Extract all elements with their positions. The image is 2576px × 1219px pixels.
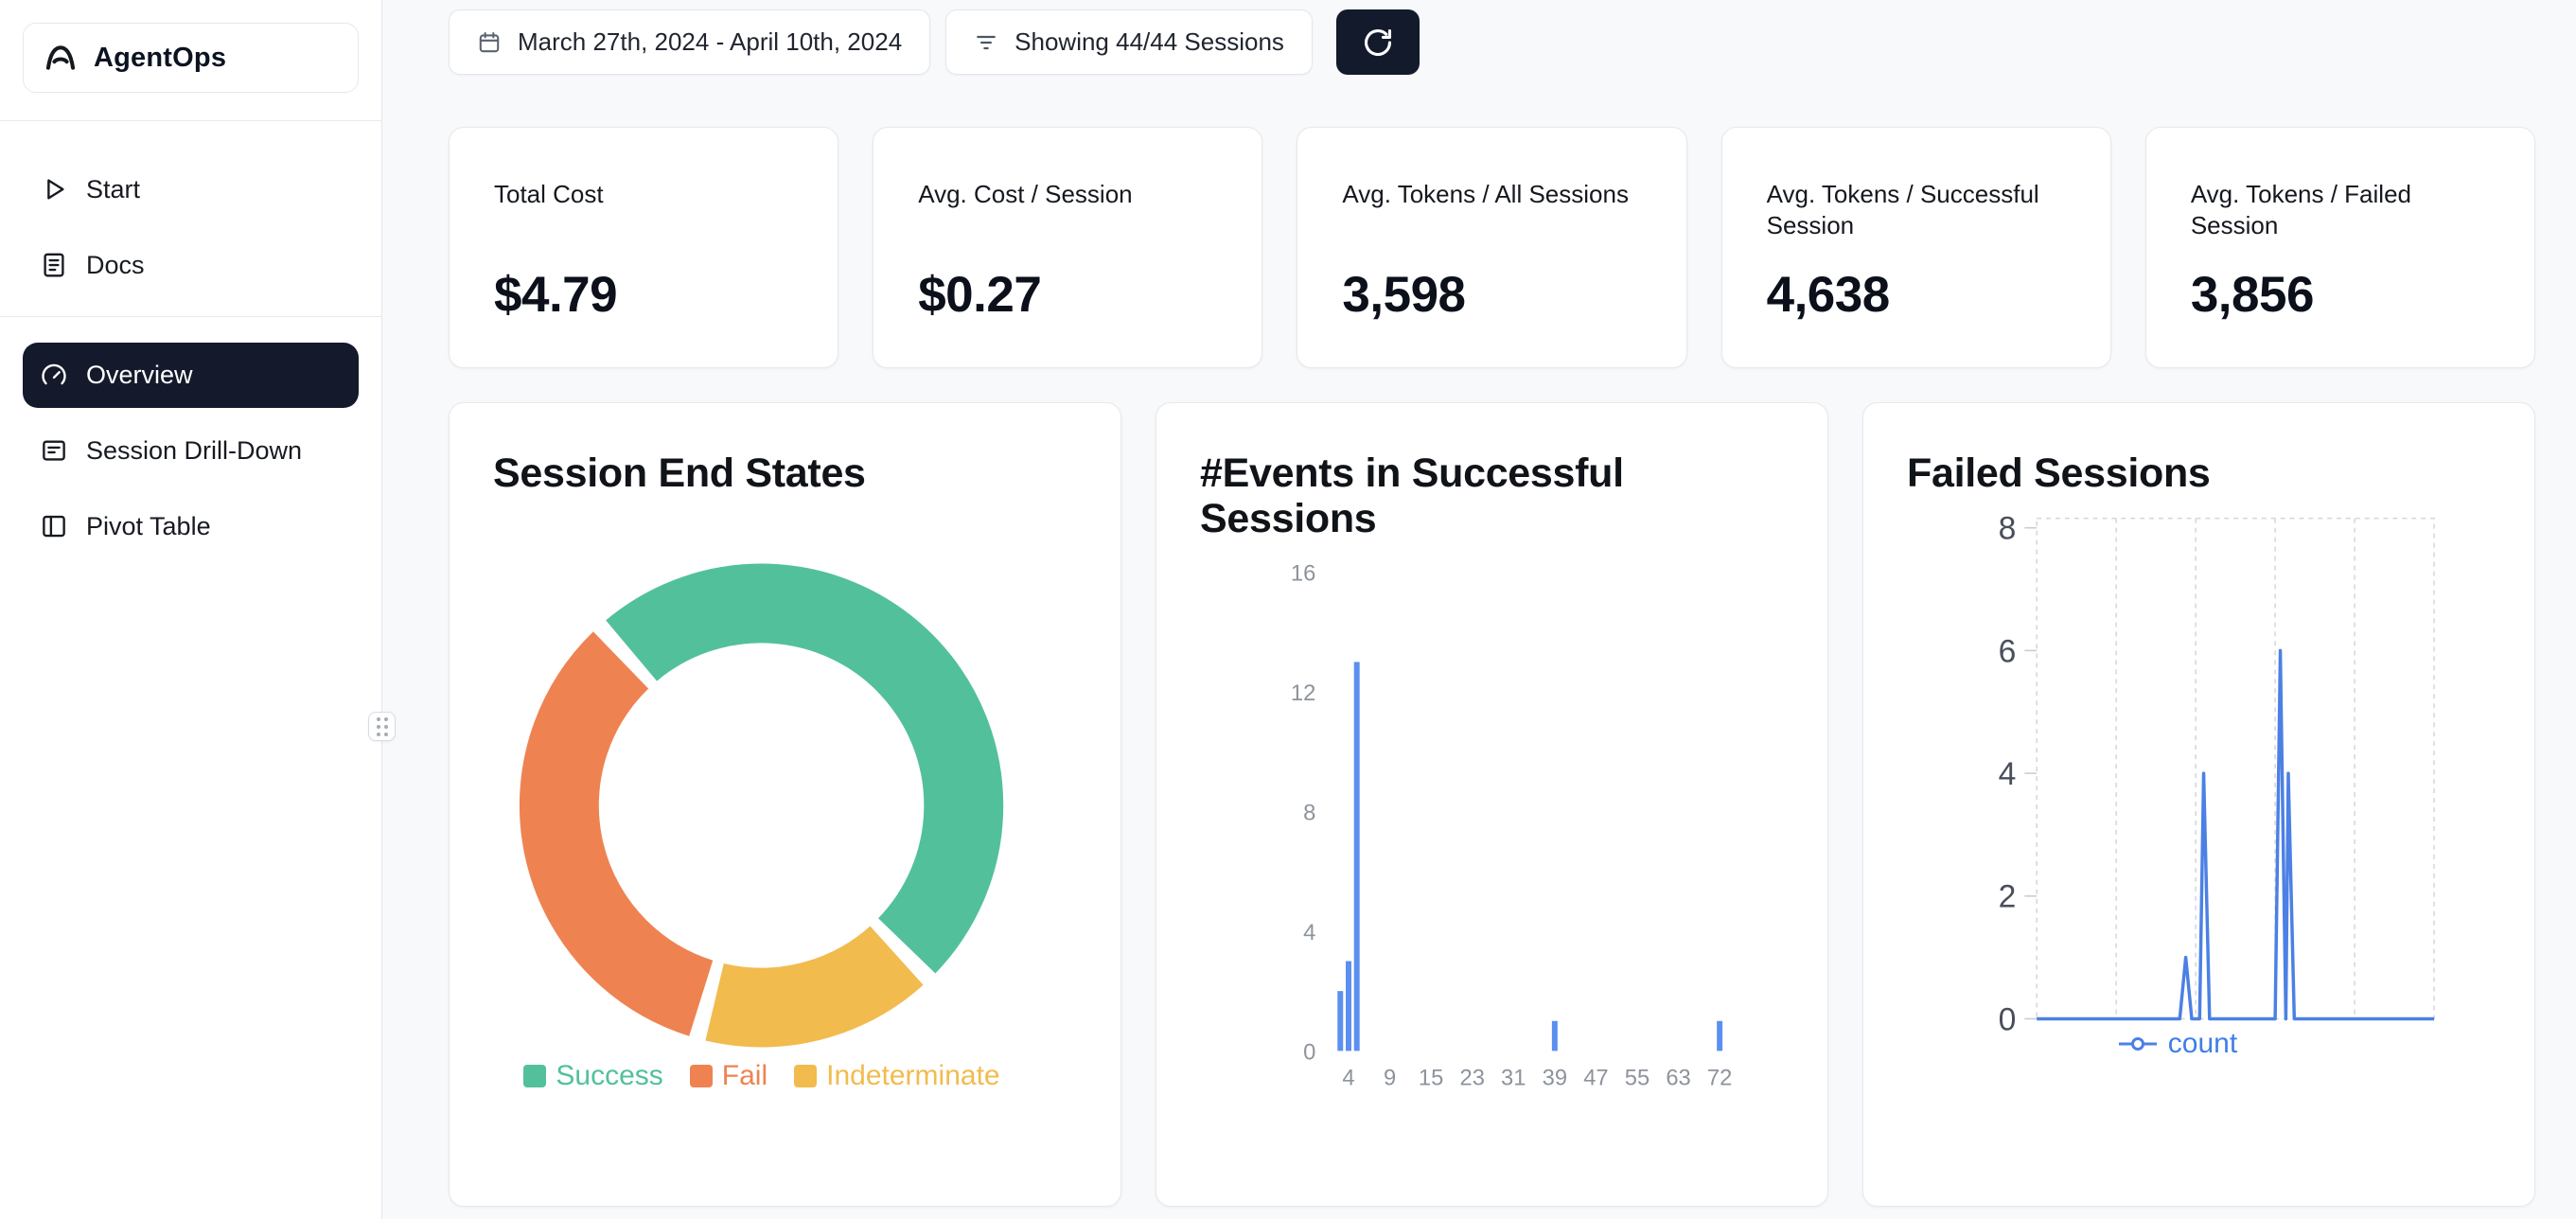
sidebar-item-docs[interactable]: Docs [23,240,359,290]
stat-value: $4.79 [494,267,618,323]
app-logo[interactable]: AgentOps [23,23,359,93]
refresh-button[interactable] [1335,9,1420,75]
charts-row: Session End States Success Fail Indeterm… [449,402,2535,1207]
failed-sessions-card: Failed Sessions 0 2 4 6 8 count [1862,402,2535,1207]
stats-row: Total Cost $4.79 Avg. Cost / Session $0.… [449,127,2536,368]
toolbar: March 27th, 2024 - April 10th, 2024 Show… [449,9,2535,75]
sidebar-divider [0,120,381,121]
svg-text:9: 9 [1384,1065,1396,1090]
sidebar-nav-top: Start Docs [0,121,381,290]
main-content: March 27th, 2024 - April 10th, 2024 Show… [383,0,2576,1219]
play-icon [40,175,68,203]
sessions-filter-button[interactable]: Showing 44/44 Sessions [945,9,1313,75]
sidebar-item-pivot-table[interactable]: Pivot Table [23,502,359,551]
sidebar-item-overview[interactable]: Overview [23,343,359,408]
gauge-icon [40,362,68,390]
chart-title: #Events in Successful Sessions [1200,450,1624,542]
calendar-icon [477,30,502,55]
svg-text:6: 6 [1999,633,2017,669]
fail-swatch-icon [689,1065,713,1087]
svg-text:31: 31 [1501,1065,1526,1090]
sidebar-nav-main: Overview Session Drill-Down Pivot Table [0,317,381,551]
sessions-filter-label: Showing 44/44 Sessions [1015,27,1284,56]
stat-label: Total Cost [494,180,604,208]
stat-value: 4,638 [1766,267,1891,323]
session-end-states-donut-chart [519,563,1004,1048]
svg-text:8: 8 [1999,511,2017,547]
legend-label: Indeterminate [826,1060,1000,1091]
date-range-label: March 27th, 2024 - April 10th, 2024 [518,27,903,56]
failed-sessions-line-chart: 0 2 4 6 8 [1999,511,2435,1037]
svg-text:8: 8 [1303,800,1315,825]
legend-label: Fail [721,1060,768,1091]
count-legend-label: count [2167,1028,2238,1059]
svg-text:0: 0 [1303,1039,1315,1065]
sidebar-item-start[interactable]: Start [23,165,359,214]
date-range-button[interactable]: March 27th, 2024 - April 10th, 2024 [449,9,931,75]
session-end-states-card: Session End States Success Fail Indeterm… [449,402,1121,1207]
chart-title: Session End States [493,450,866,496]
stat-value: 3,856 [2190,267,2315,323]
svg-text:4: 4 [1999,756,2017,792]
refresh-icon [1362,26,1394,59]
svg-text:39: 39 [1543,1065,1567,1090]
sidebar-item-label: Session Drill-Down [86,435,303,465]
svg-text:72: 72 [1707,1065,1732,1090]
events-histogram-card: #Events in Successful Sessions 0 4 8 12 16 4 9… [1156,402,1828,1207]
stat-value: 3,598 [1342,267,1466,323]
sidebar-item-session-drill-down[interactable]: Session Drill-Down [23,426,359,475]
svg-text:16: 16 [1291,560,1315,586]
stat-card-total-cost: Total Cost $4.79 [449,127,839,368]
filter-icon [974,30,998,55]
legend-item-indeterminate[interactable]: Indeterminate [794,1060,1000,1092]
stat-card-avg-tokens-all: Avg. Tokens / All Sessions 3,598 [1297,127,1687,368]
session-list-icon [40,436,68,465]
success-swatch-icon [523,1065,547,1087]
svg-text:4: 4 [1303,920,1315,945]
count-legend[interactable]: count [1977,1028,2378,1060]
app-title: AgentOps [94,42,227,73]
legend-label: Success [556,1060,663,1091]
legend-item-fail[interactable]: Fail [689,1060,768,1092]
chart-title: Failed Sessions [1907,450,2211,496]
stat-label: Avg. Tokens / All Sessions [1342,180,1629,208]
sidebar-divider [0,316,381,317]
sidebar-item-label: Pivot Table [86,511,211,540]
sidebar: AgentOps Start Docs [0,0,382,1219]
svg-text:55: 55 [1625,1065,1650,1090]
agentops-logo-icon [43,40,79,76]
events-bar-chart: 0 4 8 12 16 4 9 15 23 31 39 47 55 63 72 [1291,560,1732,1090]
donut-legend: Success Fail Indeterminate [450,1060,1074,1092]
sidebar-item-label: Docs [86,250,145,279]
indeterminate-swatch-icon [794,1065,818,1087]
stat-label: Avg. Tokens / Successful Session [1766,180,2039,239]
grip-dots-icon [376,716,380,721]
sidebar-resize-handle[interactable] [368,712,396,741]
sidebar-item-label: Start [86,174,141,203]
svg-text:4: 4 [1342,1065,1354,1090]
svg-text:63: 63 [1666,1065,1690,1090]
count-line-marker-icon [2118,1037,2157,1051]
svg-text:47: 47 [1583,1065,1608,1090]
svg-text:23: 23 [1459,1065,1484,1090]
stat-label: Avg. Tokens / Failed Session [2190,180,2411,239]
document-icon [40,251,68,279]
stat-label: Avg. Cost / Session [918,180,1133,208]
svg-text:0: 0 [1999,1001,2017,1037]
svg-text:2: 2 [1999,879,2017,915]
pivot-table-icon [40,512,68,540]
stat-card-avg-cost-session: Avg. Cost / Session $0.27 [873,127,1263,368]
svg-text:15: 15 [1419,1065,1443,1090]
svg-text:12: 12 [1291,680,1315,706]
stat-card-avg-tokens-failed: Avg. Tokens / Failed Session 3,856 [2144,127,2536,368]
sidebar-item-label: Overview [86,361,193,389]
stat-card-avg-tokens-successful: Avg. Tokens / Successful Session 4,638 [1720,127,2111,368]
stat-value: $0.27 [918,267,1042,323]
legend-item-success[interactable]: Success [523,1060,663,1092]
